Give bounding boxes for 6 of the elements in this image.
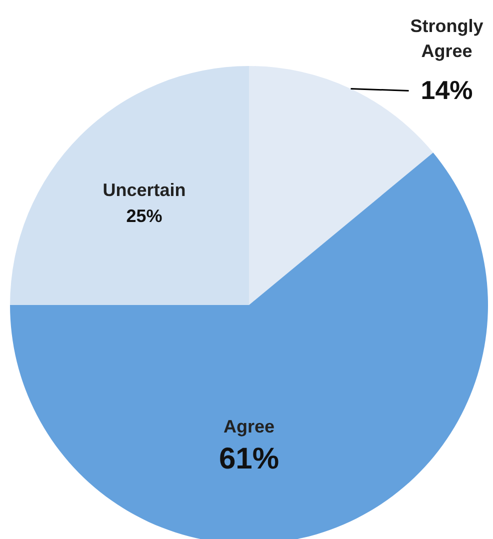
data-label: 14%: [420, 74, 473, 105]
slice-label: Strongly Agree: [410, 16, 484, 61]
data-label: 61%: [218, 442, 280, 476]
slice-label: Agree: [223, 416, 275, 436]
slice-label: Uncertain: [102, 180, 186, 200]
data-label: 25%: [126, 206, 162, 226]
